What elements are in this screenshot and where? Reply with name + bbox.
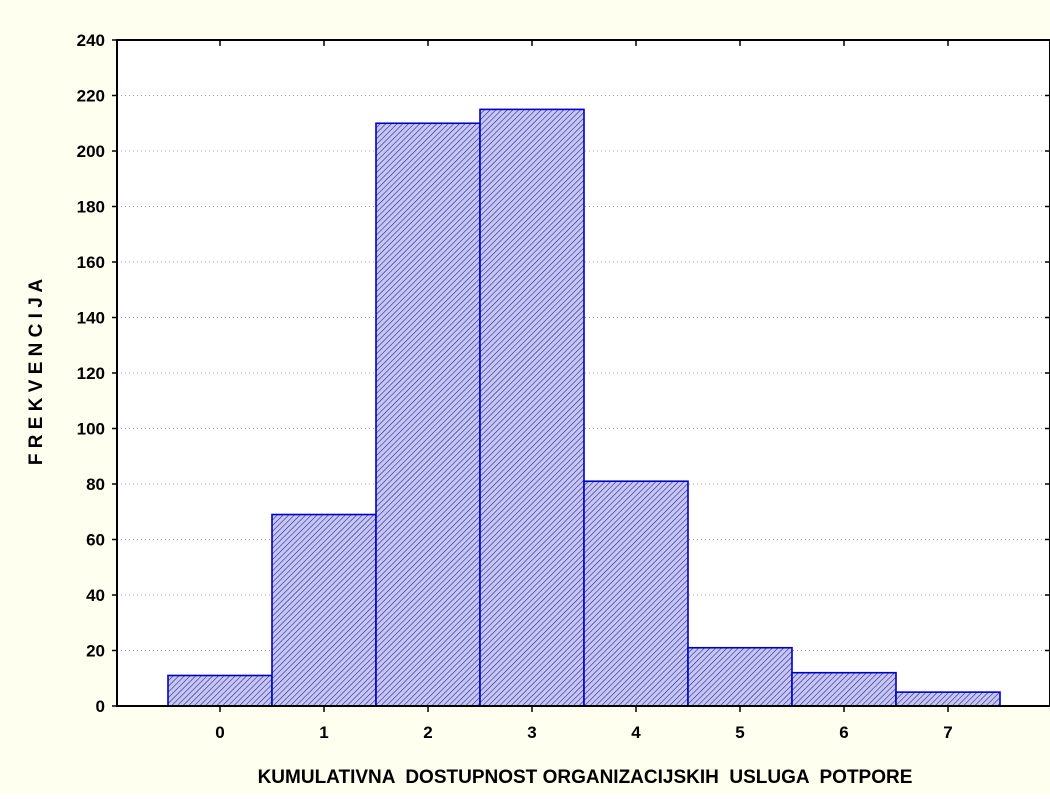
y-tick-label: 80	[86, 475, 105, 494]
bar-7	[895, 691, 1001, 707]
y-tick-label: 0	[96, 697, 105, 716]
x-tick-label: 3	[527, 723, 536, 742]
bar-5	[687, 646, 793, 707]
x-tick-label: 2	[423, 723, 432, 742]
bar-1	[271, 513, 377, 707]
bar-6	[791, 671, 897, 707]
y-tick-label: 60	[86, 531, 105, 550]
x-tick-label: 7	[943, 723, 952, 742]
y-tick-label: 180	[77, 198, 105, 217]
y-axis-label: F R E K V E N C I J A	[26, 279, 47, 465]
x-tick-label: 4	[631, 723, 641, 742]
y-tick-label: 240	[77, 31, 105, 50]
bar-0	[167, 674, 273, 707]
y-tick-label: 220	[77, 87, 105, 106]
y-tick-label: 140	[77, 309, 105, 328]
y-tick-label: 200	[77, 142, 105, 161]
x-axis-label: KUMULATIVNA DOSTUPNOST ORGANIZACIJSKIH U…	[258, 767, 913, 788]
bar-4	[583, 480, 689, 707]
x-tick-label: 6	[839, 723, 848, 742]
bar-3	[479, 108, 585, 707]
y-tick-label: 120	[77, 364, 105, 383]
bar-2	[375, 122, 481, 707]
y-tick-label: 100	[77, 420, 105, 439]
y-tick-label: 160	[77, 253, 105, 272]
x-tick-label: 0	[215, 723, 224, 742]
y-tick-label: 20	[86, 642, 105, 661]
plot-frame	[116, 39, 1050, 707]
x-tick-label: 1	[319, 723, 328, 742]
x-tick-label: 5	[735, 723, 744, 742]
y-tick-label: 40	[86, 586, 105, 605]
